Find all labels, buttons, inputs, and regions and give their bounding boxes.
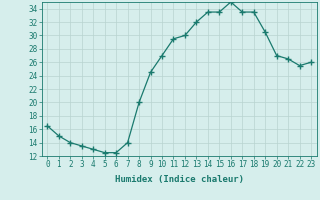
X-axis label: Humidex (Indice chaleur): Humidex (Indice chaleur) [115,175,244,184]
